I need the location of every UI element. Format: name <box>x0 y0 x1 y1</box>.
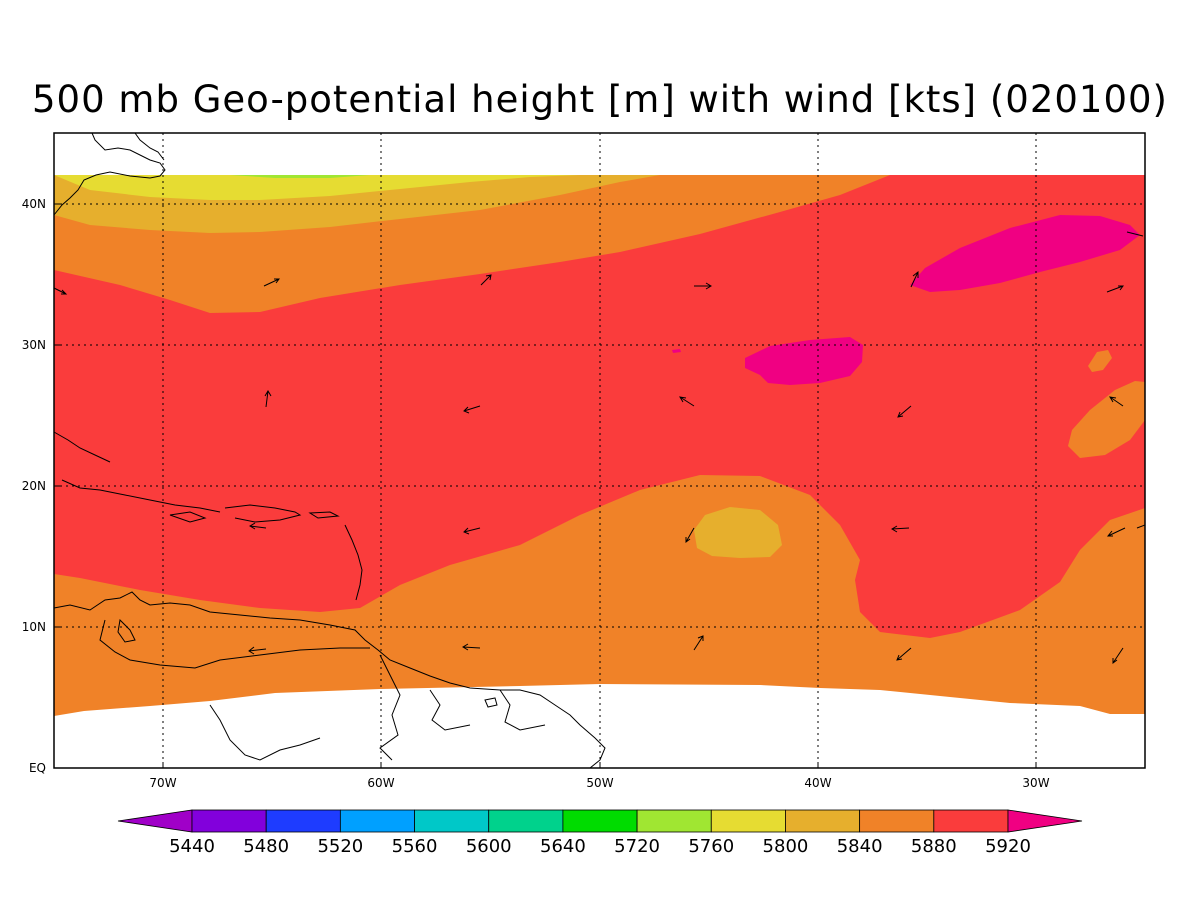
coastline-cuba <box>61 479 221 513</box>
coastline-brazil-north <box>209 704 321 761</box>
colorbar-label: 5440 <box>169 836 215 857</box>
x-axis-labels: 70W 60W 50W 40W 30W <box>149 776 1049 790</box>
coastline-north-america <box>53 132 166 216</box>
colorbar-label: 5600 <box>466 836 512 857</box>
colorbar-swatch <box>414 809 490 833</box>
wind-arrow <box>462 643 481 651</box>
colorbar-label: 5800 <box>763 836 809 857</box>
wind-arrow <box>910 270 919 288</box>
x-tick-label: 30W <box>1022 776 1049 790</box>
colorbar-swatch <box>562 809 638 833</box>
coastline-bahamas <box>53 431 111 463</box>
colorbar-swatch <box>339 809 415 833</box>
colorbar: 5440 5480 5520 5560 5600 5640 5720 5760 5800 5840… <box>117 809 1083 857</box>
wind-vectors <box>53 231 1146 664</box>
wind-arrow <box>463 405 481 414</box>
coastlines <box>53 132 606 769</box>
colorbar-label: 5720 <box>614 836 660 857</box>
colorbar-label: 5880 <box>911 836 957 857</box>
y-tick-label: 40N <box>22 197 46 211</box>
x-tick-label: 50W <box>586 776 613 790</box>
wind-arrow <box>264 390 272 408</box>
contour-5800 <box>54 175 580 200</box>
contour-5960-dot <box>672 349 681 353</box>
contour-5960-ne <box>910 215 1140 292</box>
wind-arrow <box>693 635 704 651</box>
coastline-guyana <box>379 654 401 761</box>
wind-arrow <box>891 525 910 533</box>
y-tick-label: 20N <box>22 479 46 493</box>
x-tick-label: 40W <box>804 776 831 790</box>
axis-ticks <box>54 203 1037 769</box>
colorbar-swatch <box>785 809 861 833</box>
contour-5840-center <box>694 507 782 558</box>
coastline-south-america <box>53 591 606 769</box>
y-tick-label: 30N <box>22 338 46 352</box>
colorbar-label: 5640 <box>540 836 586 857</box>
wind-arrow <box>896 647 912 661</box>
colorbar-label: 5840 <box>837 836 883 857</box>
x-tick-label: 70W <box>149 776 176 790</box>
contour-5880-east <box>1068 381 1145 458</box>
colorbar-label: 5480 <box>243 836 289 857</box>
colorbar-swatch <box>710 809 786 833</box>
wind-arrow <box>1109 396 1124 407</box>
colorbar-swatch <box>265 809 341 833</box>
colorbar-swatch <box>191 809 267 833</box>
colorbar-label: 5520 <box>317 836 363 857</box>
coastline-hispaniola <box>224 504 302 523</box>
coastline-lake-maracaibo <box>117 618 136 643</box>
wind-arrow <box>1126 231 1144 237</box>
colorbar-label: 5920 <box>985 836 1031 857</box>
contour-5960-central <box>745 337 863 385</box>
wind-arrow <box>694 282 712 290</box>
wind-arrow <box>53 287 68 295</box>
coastline-suriname <box>429 689 471 731</box>
wind-arrow <box>1112 647 1124 664</box>
coastline-venezuela-interior <box>99 619 370 669</box>
colorbar-label: 5760 <box>688 836 734 857</box>
wind-arrow <box>1136 524 1146 529</box>
coastline-jamaica <box>169 511 207 523</box>
wind-arrow <box>1106 285 1124 293</box>
coastline-island <box>484 697 498 708</box>
coastline-french-guiana <box>499 689 546 731</box>
colorbar-swatch <box>488 809 564 833</box>
colorbar-swatch <box>933 809 1009 833</box>
coastline-maine <box>134 132 165 161</box>
graticule <box>54 133 1145 768</box>
colorbar-arrow-low <box>117 809 193 833</box>
wind-arrow <box>1106 527 1126 537</box>
contour-5920 <box>54 175 1145 638</box>
wind-arrow <box>679 396 695 407</box>
wind-arrow <box>249 522 267 530</box>
wind-arrow <box>685 527 695 543</box>
colorbar-label: 5560 <box>392 836 438 857</box>
colorbar-swatch <box>636 809 712 833</box>
wind-arrow <box>263 278 280 287</box>
wind-arrow <box>480 274 492 286</box>
coastline-puerto-rico <box>308 511 340 519</box>
wind-arrow <box>248 646 267 655</box>
y-axis-labels: EQ 10N 20N 30N 40N <box>22 197 46 775</box>
map-title: 500 mb Geo-potential height [m] with win… <box>32 78 1168 121</box>
wind-arrow <box>897 405 912 418</box>
y-tick-label: 10N <box>22 620 46 634</box>
y-tick-label: EQ <box>29 761 46 775</box>
contour-5760 <box>230 175 370 178</box>
colorbar-swatch <box>859 809 935 833</box>
contour-5880-east-dot <box>1088 350 1112 372</box>
x-tick-label: 60W <box>367 776 394 790</box>
coastline-lesser-antilles <box>344 524 363 601</box>
colorbar-arrow-high <box>1007 809 1083 833</box>
wind-arrow <box>463 527 481 535</box>
